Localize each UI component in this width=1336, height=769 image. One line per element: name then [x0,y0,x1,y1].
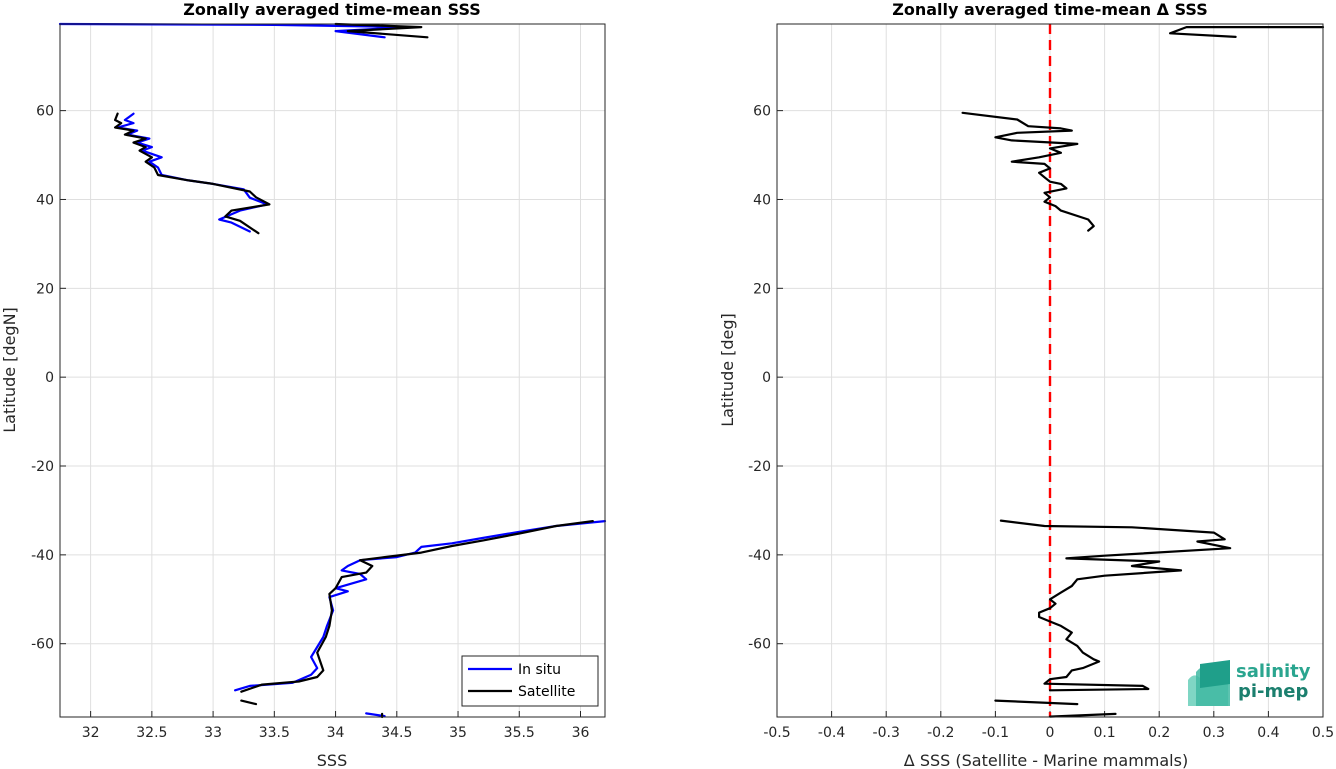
left-series-satellite-line [113,112,271,235]
right-x-tick-label: -0.2 [927,725,954,741]
right-x-tick-label: 0.3 [1203,725,1225,741]
left-chart-title: Zonally averaged time-mean SSS [183,0,481,19]
left-y-tick-label: 60 [36,104,54,120]
right-y-tick-label: 20 [753,281,771,297]
left-x-tick-label: 35 [449,725,467,741]
salinity-pi-mep-logo: salinity pi-mep [1188,660,1311,706]
right-x-tick-label: 0.2 [1148,725,1170,741]
right-y-tick-label: 40 [753,192,771,208]
right-y-axis-label: Latitude [deg] [718,313,737,427]
right-x-tick-label: 0 [1046,725,1055,741]
left-x-tick-label: 33 [204,725,222,741]
left-y-axis-label: Latitude [degN] [0,307,19,433]
right-x-axis-label: Δ SSS (Satellite - Marine mammals) [904,751,1188,769]
left-grid [60,24,605,717]
right-series-delta-sss-line [1168,26,1325,39]
left-chart-axes: Zonally averaged time-mean SSS SSS Latit… [0,0,607,769]
wave-logo-icon [1188,660,1230,706]
right-x-tick-label: 0.5 [1312,725,1334,741]
right-x-tick-label: -0.5 [763,725,790,741]
left-x-tick-label: 32 [82,725,100,741]
left-y-tick-label: 20 [36,281,54,297]
logo-text-salinity: salinity [1236,661,1311,682]
left-y-tick-label: -60 [31,637,54,653]
right-x-tick-label: 0.4 [1257,725,1279,741]
left-series-in-situ-line [116,112,269,233]
left-series-satellite-line [240,519,594,693]
legend-label-satellite: Satellite [518,684,575,700]
left-x-tick-label: 32.5 [136,725,167,741]
right-x-tick-label: -0.3 [873,725,900,741]
right-x-tick-label: -0.1 [982,725,1009,741]
right-y-tick-label: 0 [762,370,771,386]
right-y-tick-label: -40 [748,548,771,564]
right-plot-frame [776,23,1324,718]
right-y-tick-label: 60 [753,104,771,120]
left-series [58,22,607,719]
left-series-satellite-line [240,699,258,706]
left-x-tick-label: 33.5 [259,725,290,741]
left-x-tick-label: 34.5 [381,725,412,741]
right-y-tick-label: -60 [748,637,771,653]
right-series-delta-sss-line [994,699,1079,706]
left-x-axis-label: SSS [317,751,347,769]
right-chart-axes: Zonally averaged time-mean Δ SSS Δ SSS (… [718,0,1334,769]
left-x-tick-label: 35.5 [504,725,535,741]
legend-box [461,655,599,707]
right-series [961,26,1325,718]
right-series-delta-sss-line [999,519,1232,692]
left-y-tick-label: 40 [36,192,54,208]
left-series-in-situ-line [234,519,607,692]
right-series-delta-sss-line [1048,712,1117,718]
left-tick-labels: 32 32.5 33 33.5 34 34.5 35 35.5 36 60 40 20 0 -20 -40 -… [31,104,589,741]
right-series-delta-sss-line [961,111,1095,232]
left-series-satellite-line [334,22,429,39]
right-x-tick-label: 0.1 [1093,725,1115,741]
right-tick-labels: -0.5 -0.4 -0.3 -0.2 -0.1 0 0.1 0.2 0.3 0.4 0.5 60 40… [748,104,1334,741]
left-x-tick-label: 36 [572,725,590,741]
legend: In situ Satellite [461,655,599,707]
right-x-tick-label: -0.4 [818,725,845,741]
left-x-tick-label: 34 [327,725,345,741]
left-plot-frame [59,23,606,718]
right-y-tick-label: -20 [748,459,771,475]
left-y-tick-label: 0 [45,370,54,386]
left-y-tick-label: -40 [31,548,54,564]
right-chart-title: Zonally averaged time-mean Δ SSS [892,0,1208,19]
left-y-tick-label: -20 [31,459,54,475]
logo-text-pi-mep: pi-mep [1238,681,1308,702]
legend-label-in-situ: In situ [518,662,561,678]
